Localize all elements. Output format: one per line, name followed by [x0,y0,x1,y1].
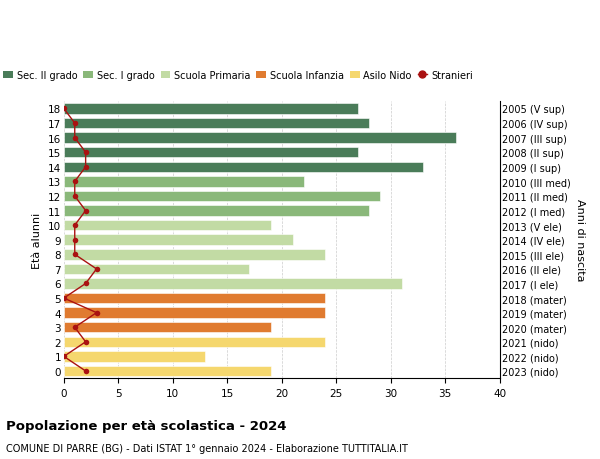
Point [81,368,91,375]
Legend: Sec. II grado, Sec. I grado, Scuola Primaria, Scuola Infanzia, Asilo Nido, Stran: Sec. II grado, Sec. I grado, Scuola Prim… [3,71,473,81]
Y-axis label: Anni di nascita: Anni di nascita [575,199,585,281]
Point [70,193,80,200]
Point [92,309,101,317]
Point [81,207,91,215]
Point [70,222,80,230]
Bar [64,308,325,318]
Point [59,106,68,113]
Bar [64,322,271,333]
Point [70,236,80,244]
Text: COMUNE DI PARRE (BG) - Dati ISTAT 1° gennaio 2024 - Elaborazione TUTTITALIA.IT: COMUNE DI PARRE (BG) - Dati ISTAT 1° gen… [6,443,408,453]
Bar [64,250,325,260]
Bar [64,366,271,376]
Point [81,149,91,157]
Bar [64,104,358,114]
Bar [64,162,424,173]
Bar [64,337,325,347]
Point [59,295,68,302]
Point [59,353,68,360]
Point [81,280,91,287]
Bar [64,206,369,216]
Point [70,179,80,186]
Bar [64,191,380,202]
Bar [64,235,293,246]
Bar [64,118,369,129]
Text: Popolazione per età scolastica - 2024: Popolazione per età scolastica - 2024 [6,419,287,432]
Bar [64,133,456,144]
Point [70,251,80,258]
Bar [64,220,271,231]
Bar [64,148,358,158]
Bar [64,352,205,362]
Bar [64,177,304,187]
Bar [64,264,249,274]
Y-axis label: Età alunni: Età alunni [32,212,42,268]
Point [92,266,101,273]
Point [81,164,91,171]
Bar [64,293,325,304]
Bar [64,279,401,289]
Point [70,120,80,128]
Point [70,134,80,142]
Point [70,324,80,331]
Point [81,338,91,346]
